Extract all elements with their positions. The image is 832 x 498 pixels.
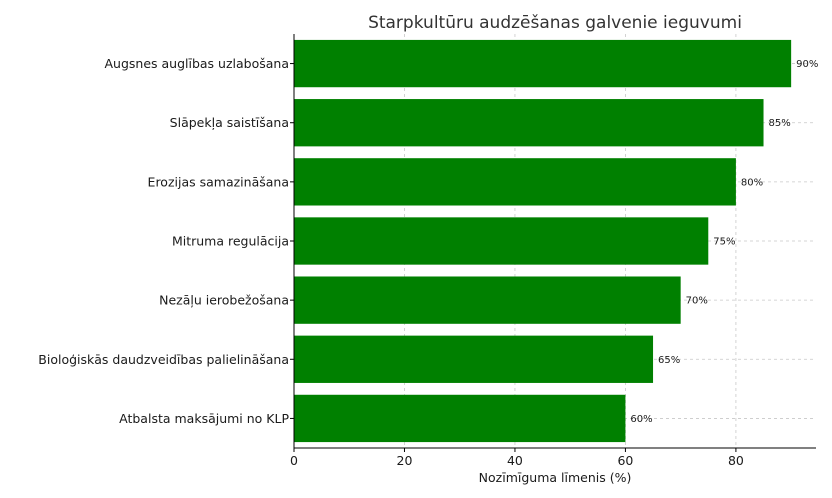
x-tick-label: 20 <box>397 453 413 468</box>
x-tick-label: 60 <box>617 453 633 468</box>
chart-title: Starpkultūru audzēšanas galvenie ieguvum… <box>368 13 742 33</box>
bar <box>294 335 654 383</box>
y-tick-label: Nezāļu ierobežošana <box>159 293 289 308</box>
bar <box>294 217 709 265</box>
bar-layer <box>294 39 792 443</box>
bar <box>294 158 736 206</box>
data-label: 65% <box>658 355 680 366</box>
data-label: 85% <box>769 118 791 129</box>
data-label: 60% <box>630 414 652 425</box>
x-axis-label: Nozīmīguma līmenis (%) <box>479 470 632 485</box>
y-tick-label: Erozijas samazināšana <box>148 174 289 189</box>
y-tick-label: Bioloģiskās daudzveidības palielināšana <box>38 352 289 367</box>
y-tick-label: Atbalsta maksājumi no KLP <box>119 411 289 426</box>
bar <box>294 99 764 147</box>
data-label: 80% <box>741 177 763 188</box>
bar <box>294 394 626 443</box>
y-tick-label: Mitruma regulācija <box>172 234 289 249</box>
bar <box>294 39 792 88</box>
x-tick-label: 80 <box>728 453 744 468</box>
bar <box>294 276 681 324</box>
data-label: 75% <box>713 237 735 248</box>
label-layer: 60% Atbalsta maksājumi no KLP 65% Bioloģisk… <box>38 56 818 426</box>
data-label: 90% <box>796 59 818 70</box>
y-tick-label: Slāpekļa saistīšana <box>170 115 289 130</box>
axis-layer: 0 20 40 60 80 <box>290 34 816 468</box>
data-label: 70% <box>686 296 708 307</box>
y-tick-label: Augsnes auglības uzlabošana <box>104 56 289 71</box>
x-tick-label: 0 <box>290 453 298 468</box>
x-tick-label: 40 <box>507 453 523 468</box>
